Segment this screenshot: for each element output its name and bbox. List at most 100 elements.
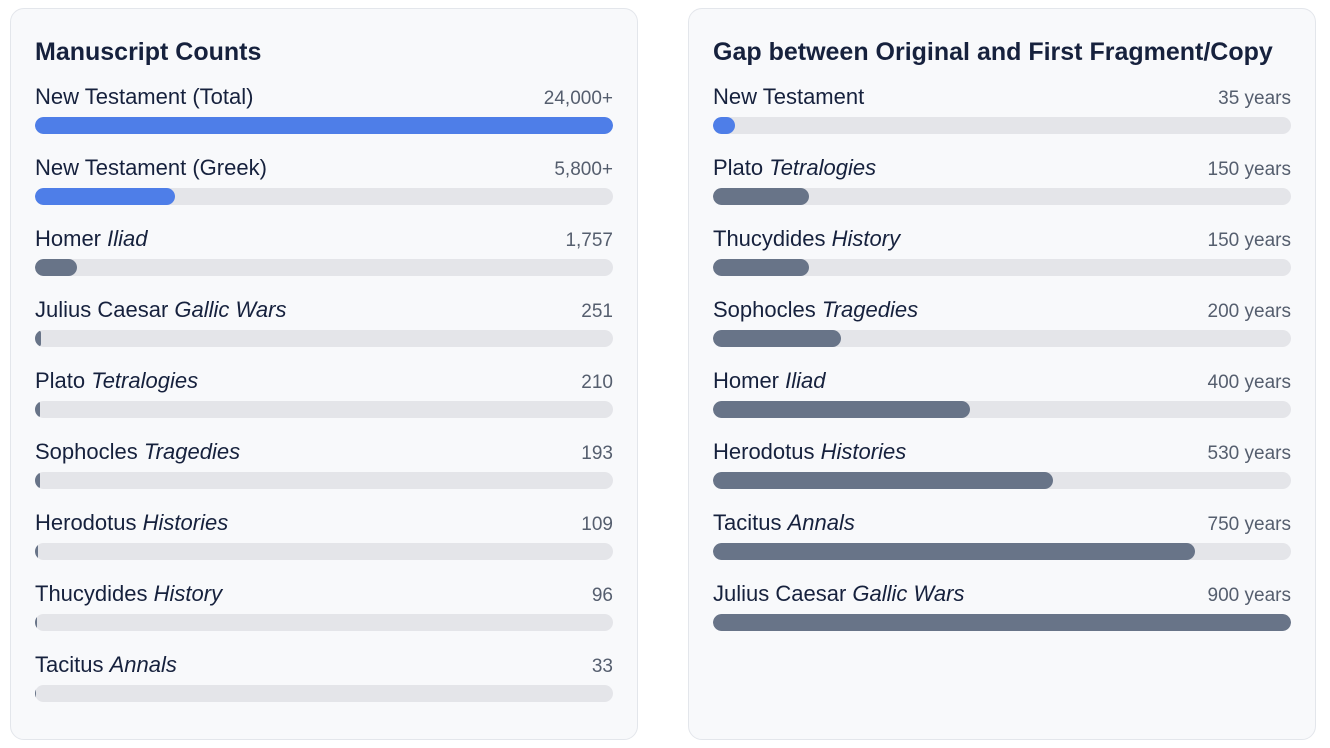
bar-row: Sophocles Tragedies 193 bbox=[35, 432, 613, 503]
gap-years-card: Gap between Original and First Fragment/… bbox=[688, 8, 1316, 740]
bar-label-author: Homer bbox=[713, 368, 780, 393]
bar-row: Tacitus Annals 750 years bbox=[713, 503, 1291, 574]
bar-value-label: 33 bbox=[591, 656, 613, 677]
bar-label: Tacitus Annals bbox=[35, 645, 177, 685]
bar-label-author: Thucydides bbox=[35, 581, 148, 606]
bar-label: New Testament (Greek) bbox=[35, 148, 267, 188]
bar-row-header: Sophocles Tragedies 200 years bbox=[713, 290, 1291, 330]
bar bbox=[713, 401, 970, 418]
bar-row-header: Sophocles Tragedies 193 bbox=[35, 432, 613, 472]
bar-value-label: 900 years bbox=[1207, 585, 1291, 606]
bar bbox=[35, 117, 613, 134]
bar-label: Plato Tetralogies bbox=[713, 148, 876, 188]
bar-row-header: New Testament (Greek) 5,800+ bbox=[35, 148, 613, 188]
bar-label-work: Annals bbox=[787, 510, 855, 535]
bar bbox=[35, 543, 38, 560]
bar-label: New Testament (Total) bbox=[35, 77, 253, 117]
bar-label-author: Plato bbox=[35, 368, 86, 393]
bar-label-author: Julius Caesar bbox=[35, 297, 169, 322]
bar-row: Herodotus Histories 109 bbox=[35, 503, 613, 574]
bar-label-work: Tetralogies bbox=[91, 368, 199, 393]
bar-label: Julius Caesar Gallic Wars bbox=[35, 290, 286, 330]
bar-row: Plato Tetralogies 210 bbox=[35, 361, 613, 432]
bar bbox=[713, 472, 1054, 489]
bar-track bbox=[35, 117, 613, 134]
bar-track bbox=[713, 401, 1291, 418]
bar bbox=[35, 685, 36, 702]
bar-label: Sophocles Tragedies bbox=[713, 290, 918, 330]
bar-label-author: Tacitus bbox=[35, 652, 104, 677]
bar-row-header: Herodotus Histories 109 bbox=[35, 503, 613, 543]
bar-row: Sophocles Tragedies 200 years bbox=[713, 290, 1291, 361]
bar-row-header: Thucydides History 96 bbox=[35, 574, 613, 614]
bar-label-author: Tacitus bbox=[713, 510, 782, 535]
bar-label: Homer Iliad bbox=[35, 219, 148, 259]
bar-label-work: Iliad bbox=[107, 226, 148, 251]
bar-label-work: Histories bbox=[820, 439, 907, 464]
bar-track bbox=[35, 401, 613, 418]
bar-value-label: 150 years bbox=[1207, 159, 1291, 180]
bar-label-work: Tragedies bbox=[821, 297, 919, 322]
bar-value-label: 200 years bbox=[1207, 301, 1291, 322]
bar-value-label: 35 years bbox=[1218, 88, 1291, 109]
chart-title: Gap between Original and First Fragment/… bbox=[713, 38, 1273, 66]
bar-track bbox=[35, 330, 613, 347]
bar bbox=[713, 614, 1291, 631]
bar-value-label: 193 bbox=[581, 443, 613, 464]
bar-label: New Testament bbox=[713, 77, 864, 117]
bar-row-header: Homer Iliad 1,757 bbox=[35, 219, 613, 259]
bar-value-label: 251 bbox=[581, 301, 613, 322]
bar-row-header: New Testament (Total) 24,000+ bbox=[35, 77, 613, 117]
bar-track bbox=[35, 472, 613, 489]
bar-label: Tacitus Annals bbox=[713, 503, 855, 543]
bar-row: Thucydides History 96 bbox=[35, 574, 613, 645]
bar bbox=[35, 330, 42, 347]
bar-row-header: Tacitus Annals 33 bbox=[35, 645, 613, 685]
bar-row-header: Julius Caesar Gallic Wars 251 bbox=[35, 290, 613, 330]
bar bbox=[713, 259, 810, 276]
bar-list: New Testament (Total) 24,000+ New Testamen… bbox=[35, 77, 613, 716]
bar-value-label: 150 years bbox=[1207, 230, 1291, 251]
bar-row-header: Plato Tetralogies 150 years bbox=[713, 148, 1291, 188]
bar-label-author: New Testament (Total) bbox=[35, 84, 254, 109]
bar-track bbox=[35, 259, 613, 276]
bar-row-header: Thucydides History 150 years bbox=[713, 219, 1291, 259]
bar-label: Thucydides History bbox=[35, 574, 222, 614]
bar-label-author: Herodotus bbox=[35, 510, 137, 535]
bar-row-header: Homer Iliad 400 years bbox=[713, 361, 1291, 401]
bar-track bbox=[713, 330, 1291, 347]
bar-value-label: 400 years bbox=[1207, 372, 1291, 393]
bar bbox=[713, 330, 842, 347]
bar-row: Julius Caesar Gallic Wars 251 bbox=[35, 290, 613, 361]
bar-track bbox=[713, 614, 1291, 631]
bar-row: New Testament (Greek) 5,800+ bbox=[35, 148, 613, 219]
bar bbox=[35, 614, 38, 631]
bar-track bbox=[713, 117, 1291, 134]
bar-row-header: Plato Tetralogies 210 bbox=[35, 361, 613, 401]
bar-track bbox=[713, 259, 1291, 276]
bar-label-author: Thucydides bbox=[713, 226, 826, 251]
bar bbox=[35, 472, 40, 489]
bar-label-work: Annals bbox=[109, 652, 177, 677]
bar-value-label: 750 years bbox=[1207, 514, 1291, 535]
bar-label-work: Gallic Wars bbox=[852, 581, 965, 606]
bar-label-author: Sophocles bbox=[35, 439, 138, 464]
bar-label: Herodotus Histories bbox=[713, 432, 906, 472]
bar-row: New Testament (Total) 24,000+ bbox=[35, 77, 613, 148]
bar-label-author: New Testament bbox=[713, 84, 865, 109]
bar-label: Homer Iliad bbox=[713, 361, 826, 401]
bar-value-label: 5,800+ bbox=[554, 159, 613, 180]
bar-label: Plato Tetralogies bbox=[35, 361, 198, 401]
bar-value-label: 530 years bbox=[1207, 443, 1291, 464]
bar-row-header: Julius Caesar Gallic Wars 900 years bbox=[713, 574, 1291, 614]
bar-row: Homer Iliad 400 years bbox=[713, 361, 1291, 432]
bar-label-author: Sophocles bbox=[713, 297, 816, 322]
bar-track bbox=[35, 614, 613, 631]
bar bbox=[35, 188, 175, 205]
bar-label: Herodotus Histories bbox=[35, 503, 228, 543]
bar-row: Thucydides History 150 years bbox=[713, 219, 1291, 290]
bar-label-author: Homer bbox=[35, 226, 102, 251]
bar-label-author: Herodotus bbox=[713, 439, 815, 464]
bar-label: Sophocles Tragedies bbox=[35, 432, 240, 472]
bar-label: Thucydides History bbox=[713, 219, 900, 259]
